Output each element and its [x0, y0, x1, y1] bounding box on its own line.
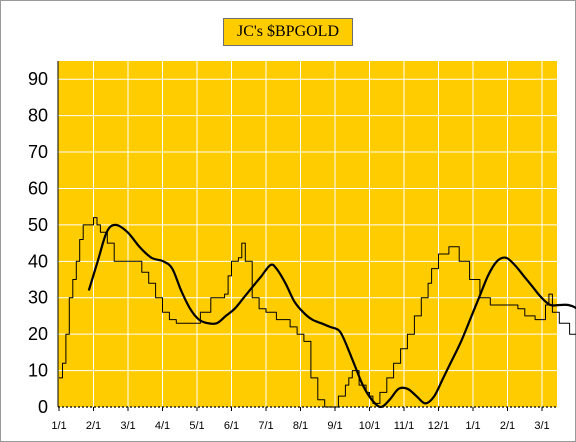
x-tick-labels: 1/1 2/1 3/1 4/1 5/1 6/1 7/1 8/1 9/1 10/1 11/1 12/1 1… — [51, 407, 550, 432]
x-tick-label: 1/1 — [51, 420, 66, 432]
x-tick-label: 3/1 — [534, 420, 549, 432]
y-tick-label: 80 — [28, 106, 48, 126]
smooth-series-line — [87, 223, 576, 409]
y-tick-label: 50 — [28, 215, 48, 235]
x-tick-label: 2/1 — [86, 420, 101, 432]
x-tick-label: 11/1 — [394, 420, 415, 432]
y-tick-label: 60 — [28, 178, 48, 198]
x-tick-label: 1/1 — [465, 420, 480, 432]
x-tick-label: 6/1 — [224, 420, 239, 432]
y-tick-label: 10 — [28, 361, 48, 381]
x-tick-label: 12/1 — [428, 420, 449, 432]
x-tick-label: 9/1 — [327, 420, 342, 432]
y-tick-label: 20 — [28, 324, 48, 344]
x-tick-label: 5/1 — [189, 420, 204, 432]
chart-title: JC's $BPGOLD — [236, 23, 339, 40]
axes — [57, 61, 557, 408]
y-tick-label: 30 — [28, 288, 48, 308]
gridlines — [58, 61, 557, 407]
y-tick-label: 0 — [38, 397, 48, 417]
plot-area — [58, 61, 557, 407]
x-tick-label: 2/1 — [500, 420, 515, 432]
chart-title-box: JC's $BPGOLD — [223, 18, 353, 46]
y-tick-labels: 0 10 20 30 40 50 60 70 80 90 — [28, 69, 48, 417]
x-tick-label: 7/1 — [258, 420, 273, 432]
x-tick-label: 10/1 — [359, 420, 380, 432]
x-tick-label: 8/1 — [293, 420, 308, 432]
x-tick-label: 4/1 — [155, 420, 170, 432]
series-lines — [59, 217, 576, 409]
y-tick-label: 40 — [28, 251, 48, 271]
x-tick-label: 3/1 — [120, 420, 135, 432]
y-tick-label: 70 — [28, 142, 48, 162]
y-tick-label: 90 — [28, 69, 48, 89]
